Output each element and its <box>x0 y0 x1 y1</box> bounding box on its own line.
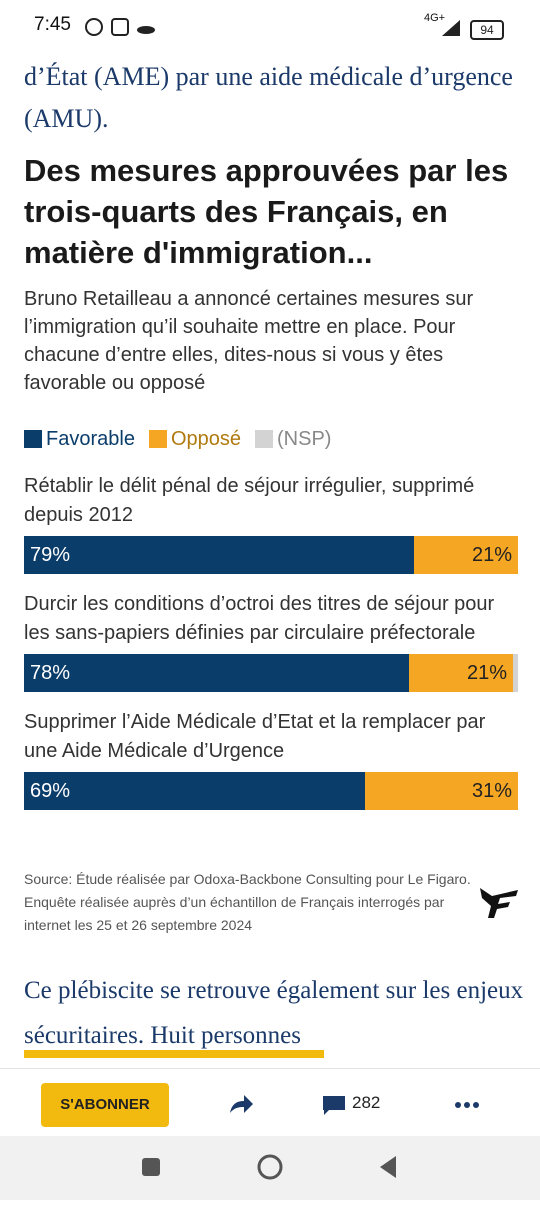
bar-row: 79% 21% <box>24 536 518 574</box>
chart-subtitle: Bruno Retailleau a annoncé certaines mes… <box>24 288 474 394</box>
share-button[interactable] <box>228 1093 254 1115</box>
highlight <box>24 1050 324 1058</box>
value-label: 69% <box>30 780 71 802</box>
chart-title: Des mesures approuvées par les trois-qua… <box>24 153 509 270</box>
legend-label: (NSP) <box>277 427 332 450</box>
article-text: Ce plébiscite se retrouve également sur … <box>24 977 524 1049</box>
row-label: Durcir les conditions d’octroi des titre… <box>24 593 495 644</box>
legend-swatch <box>148 430 167 448</box>
bar-row: 69% 31% <box>24 772 518 810</box>
nav-icons <box>142 1154 396 1180</box>
toolbar: S'ABONNER 282 <box>0 1068 540 1137</box>
chart: Rétablir le délit pénal de séjour irrégu… <box>24 472 518 826</box>
bar-segment <box>409 654 514 692</box>
legend-swatch <box>24 430 42 448</box>
home-button[interactable] <box>257 1154 283 1180</box>
source: Source: Étude réalisée par Odoxa-Backbon… <box>24 871 471 933</box>
bar-segment <box>513 654 518 692</box>
legend-item: Opposé <box>148 425 241 453</box>
legend-swatch <box>255 430 273 448</box>
bar-segment <box>24 772 365 810</box>
status-bar: 7:45 4G+ 94 <box>0 0 540 46</box>
network: 4G+ <box>424 12 446 24</box>
subscribe-button[interactable]: S'ABONNER <box>41 1083 169 1127</box>
signal <box>442 20 460 36</box>
legend-item: Favorable <box>24 425 135 453</box>
legend-label: Opposé <box>170 427 241 450</box>
bar-segment <box>364 772 518 810</box>
legend-label: Favorable <box>46 427 135 450</box>
row-label: Rétablir le délit pénal de séjour irrégu… <box>24 475 475 526</box>
recents-button[interactable] <box>142 1158 160 1176</box>
legend: Favorable Opposé (NSP) <box>24 425 524 453</box>
value-label: 31% <box>471 780 512 802</box>
comment-count[interactable]: 282 <box>352 1093 381 1112</box>
value-label: 78% <box>30 662 71 684</box>
bar-segment <box>24 536 415 574</box>
comment-icon[interactable] <box>322 1095 346 1117</box>
nav-bar <box>0 1136 540 1200</box>
value-label: 21% <box>467 662 508 684</box>
bar-row: 78% 21% <box>24 654 518 692</box>
bar-segment <box>414 536 518 574</box>
value-label: 79% <box>30 544 71 566</box>
legend-item: (NSP) <box>255 425 331 453</box>
more-button[interactable] <box>454 1101 480 1109</box>
status-icons <box>85 18 155 36</box>
logo <box>480 888 518 918</box>
article-text: d’État (AME) par une aide médicale d’urg… <box>24 62 513 133</box>
value-label: 21% <box>471 544 512 566</box>
row-label: Supprimer l’Aide Médicale d’Etat et la r… <box>24 711 486 762</box>
time: 7:45 <box>34 14 71 35</box>
bar-segment <box>24 654 410 692</box>
back-button[interactable] <box>380 1156 396 1178</box>
battery: 94 <box>470 20 504 40</box>
